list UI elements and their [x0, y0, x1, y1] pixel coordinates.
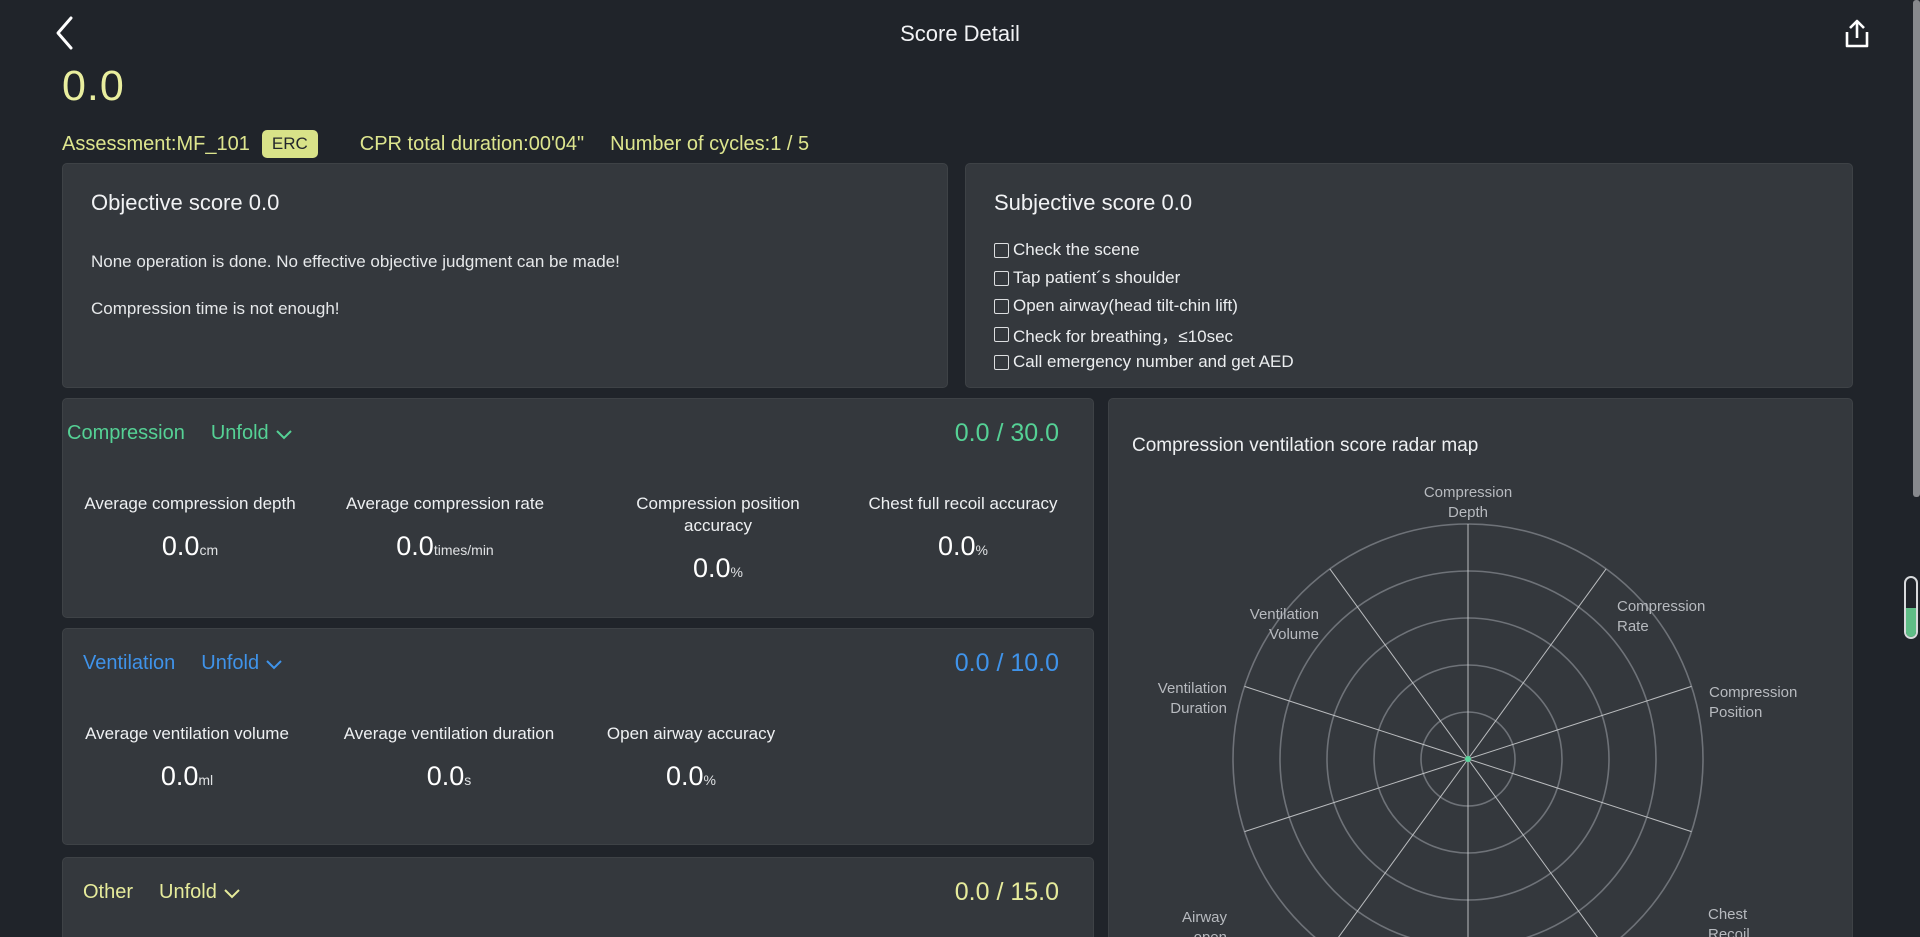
metric-chest-recoil-accuracy: Chest full recoil accuracy 0.0%	[843, 493, 1083, 584]
metric-value: 0.0	[161, 531, 200, 561]
ventilation-score: 0.0 / 10.0	[954, 649, 1059, 677]
compression-score: 0.0 / 30.0	[954, 419, 1059, 447]
cycles-count: Number of cycles:1 / 5	[610, 132, 810, 155]
metric-label: Average compression depth	[84, 494, 296, 513]
radar-title: Compression ventilation score radar map	[1132, 435, 1479, 456]
progress-capsule-indicator[interactable]	[1904, 576, 1918, 639]
radar-map-card: Compression ventilation score radar map …	[1108, 398, 1853, 937]
compression-card: Compression Unfold 0.0 / 30.0 Average co…	[62, 398, 1094, 618]
metric-value: 0.0	[160, 761, 199, 791]
share-button[interactable]	[1842, 18, 1872, 50]
metric-label: Average ventilation volume	[85, 724, 289, 743]
metric-unit: ml	[198, 772, 214, 788]
unfold-label: Unfold	[159, 881, 217, 903]
metric-unit: times/min	[433, 542, 494, 558]
other-unfold-button[interactable]: Unfold	[159, 881, 240, 904]
page-title: Score Detail	[900, 21, 1020, 46]
check-item-label: Check the scene	[1013, 240, 1140, 259]
unfold-label: Unfold	[201, 652, 260, 674]
other-card: Other Unfold 0.0 / 15.0	[62, 857, 1094, 937]
compression-unfold-button[interactable]: Unfold	[211, 422, 292, 445]
check-item-label: Open airway(head tilt-chin lift)	[1013, 296, 1238, 315]
radar-chart	[1232, 523, 1704, 937]
metric-unit: s	[464, 772, 472, 788]
metric-avg-ventilation-duration: Average ventilation duration 0.0s	[329, 723, 569, 792]
compression-title: Compression	[67, 422, 185, 444]
chevron-down-icon	[224, 889, 240, 899]
total-score: 0.0	[62, 62, 125, 110]
share-icon	[1845, 19, 1869, 48]
cpr-duration: CPR total duration:00'04"	[359, 132, 585, 155]
metric-label: Average ventilation duration	[343, 724, 555, 743]
subjective-score-title: Subjective score 0.0	[994, 190, 1193, 215]
progress-capsule-fill	[1906, 608, 1916, 637]
check-item-label: Check for breathing，≤10sec	[1013, 326, 1234, 346]
metric-unit: cm	[199, 542, 219, 558]
objective-score-card: Objective score 0.0 None operation is do…	[62, 163, 948, 388]
back-button[interactable]	[50, 14, 84, 52]
checkbox[interactable]	[994, 354, 1009, 370]
checkbox[interactable]	[994, 270, 1009, 286]
check-item: Check the scene	[994, 236, 1824, 264]
objective-score-title: Objective score 0.0	[91, 190, 280, 215]
checkbox[interactable]	[994, 326, 1009, 342]
metric-open-airway-accuracy: Open airway accuracy 0.0%	[571, 723, 811, 792]
back-chevron-icon	[56, 16, 73, 50]
scrollbar-thumb[interactable]	[1913, 0, 1920, 497]
assessment-meta-row: Assessment:MF_101 ERC CPR total duration…	[62, 128, 809, 160]
metric-label: Chest full recoil accuracy	[868, 494, 1058, 513]
check-item: Open airway(head tilt-chin lift)	[994, 292, 1824, 320]
metric-value: 0.0	[938, 531, 976, 561]
metric-value: 0.0	[426, 761, 465, 791]
erc-badge: ERC	[261, 130, 318, 158]
metric-unit: %	[703, 772, 716, 788]
ventilation-title: Ventilation	[83, 652, 176, 674]
subjective-score-card: Subjective score 0.0 Check the scene Tap…	[965, 163, 1853, 388]
chevron-down-icon	[266, 660, 282, 670]
axis-label-compression-depth: Compression Depth	[1423, 484, 1513, 521]
metric-avg-compression-depth: Average compression depth 0.0cm	[70, 493, 310, 584]
check-item-label: Tap patient´s shoulder	[1013, 268, 1181, 287]
ventilation-unfold-button[interactable]: Unfold	[201, 652, 282, 675]
ventilation-card: Ventilation Unfold 0.0 / 10.0 Average ve…	[62, 628, 1094, 845]
axis-label-ventilation-volume: Ventilation Volume	[1249, 606, 1319, 643]
metric-compression-position-accuracy: Compression position accuracy 0.0%	[633, 493, 803, 584]
axis-label-chest-recoil: Chest Recoil	[1708, 906, 1750, 937]
radar-center-dot	[1465, 756, 1471, 762]
check-item: Tap patient´s shoulder	[994, 264, 1824, 292]
metric-unit: %	[730, 564, 743, 580]
check-item: Call emergency number and get AED	[994, 348, 1824, 376]
metric-avg-compression-rate: Average compression rate 0.0times/min	[325, 493, 565, 584]
chevron-down-icon	[275, 430, 292, 440]
objective-message-2: Compression time is not enough!	[91, 299, 340, 318]
axis-label-ventilation-duration: Ventilation Duration	[1157, 680, 1227, 717]
checkbox[interactable]	[994, 242, 1009, 258]
metric-label: Open airway accuracy	[606, 724, 776, 743]
axis-label-compression-rate: Compression Rate	[1617, 598, 1706, 635]
unfold-label: Unfold	[210, 422, 269, 444]
metric-value: 0.0	[396, 531, 434, 561]
other-title: Other	[83, 881, 134, 903]
metric-unit: %	[975, 542, 988, 558]
axis-label-airway-open: Airway open	[1181, 909, 1227, 937]
metric-label: Compression position accuracy	[636, 494, 800, 535]
other-score: 0.0 / 15.0	[954, 878, 1059, 906]
objective-message-1: None operation is done. No effective obj…	[91, 252, 620, 271]
top-bar: Score Detail	[0, 0, 1920, 62]
assessment-label: Assessment:MF_101	[62, 132, 250, 155]
metric-label: Average compression rate	[345, 494, 545, 513]
metric-avg-ventilation-volume: Average ventilation volume 0.0ml	[67, 723, 307, 792]
subjective-checklist: Check the scene Tap patient´s shoulder O…	[994, 236, 1824, 376]
metric-value: 0.0	[666, 761, 704, 791]
check-item-label: Call emergency number and get AED	[1013, 352, 1294, 371]
check-item: Check for breathing，≤10sec	[994, 320, 1824, 348]
checkbox[interactable]	[994, 298, 1009, 314]
axis-label-compression-position: Compression Position	[1709, 684, 1798, 721]
metric-value: 0.0	[693, 553, 731, 583]
